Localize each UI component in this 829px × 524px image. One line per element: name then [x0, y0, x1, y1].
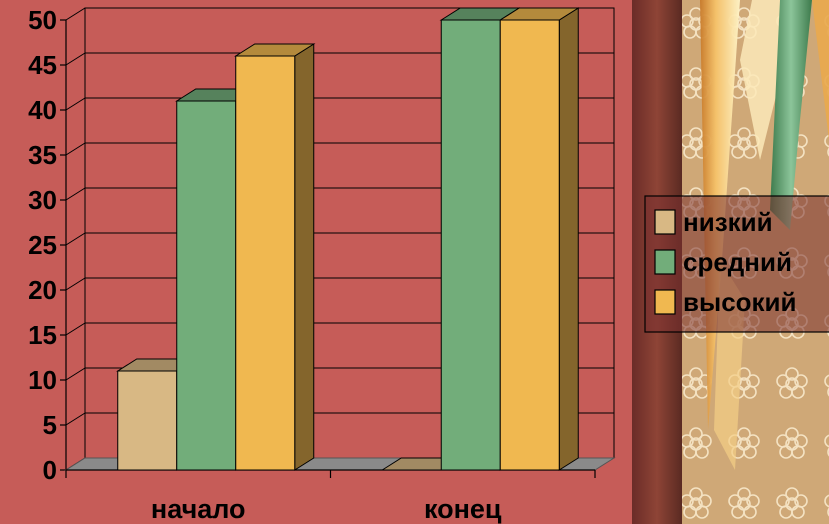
gridline-side [66, 143, 85, 155]
x-tick-label: начало [151, 494, 246, 524]
bar-front [118, 371, 177, 470]
bar-side [559, 8, 578, 470]
gridline-side [66, 278, 85, 290]
gridline-side [66, 233, 85, 245]
gridline-side [66, 368, 85, 380]
y-tick-label: 15 [28, 320, 57, 350]
gridline-side [66, 53, 85, 65]
bar-front [441, 20, 500, 470]
y-tick-label: 10 [28, 365, 57, 395]
y-tick-label: 30 [28, 185, 57, 215]
plot-area: 0 5 10 15 20 25 30 35 40 45 50 начало конец [28, 5, 614, 524]
y-tick-label: 5 [43, 410, 57, 440]
y-tick-label: 20 [28, 275, 57, 305]
bar-front [177, 101, 236, 470]
y-tick-label: 35 [28, 140, 57, 170]
bar-side [295, 44, 314, 470]
legend: низкий средний высокий [645, 196, 829, 332]
y-tick-label: 50 [28, 5, 57, 35]
bar-front [236, 56, 295, 470]
legend-label: высокий [683, 287, 797, 317]
bar [500, 8, 578, 470]
legend-label: средний [683, 247, 792, 277]
y-tick-label: 25 [28, 230, 57, 260]
legend-swatch [655, 210, 675, 234]
y-tick-label: 40 [28, 95, 57, 125]
bar [236, 44, 314, 470]
gridline-side [66, 188, 85, 200]
legend-label: низкий [683, 207, 773, 237]
y-tick-label: 0 [43, 455, 57, 485]
legend-swatch [655, 290, 675, 314]
gridline-side [66, 413, 85, 425]
y-tick-label: 45 [28, 50, 57, 80]
legend-swatch [655, 250, 675, 274]
gridline-side [66, 8, 85, 20]
gridline-side [66, 323, 85, 335]
gridline-side [66, 98, 85, 110]
x-tick-label: конец [424, 494, 502, 524]
bar-front [500, 20, 559, 470]
